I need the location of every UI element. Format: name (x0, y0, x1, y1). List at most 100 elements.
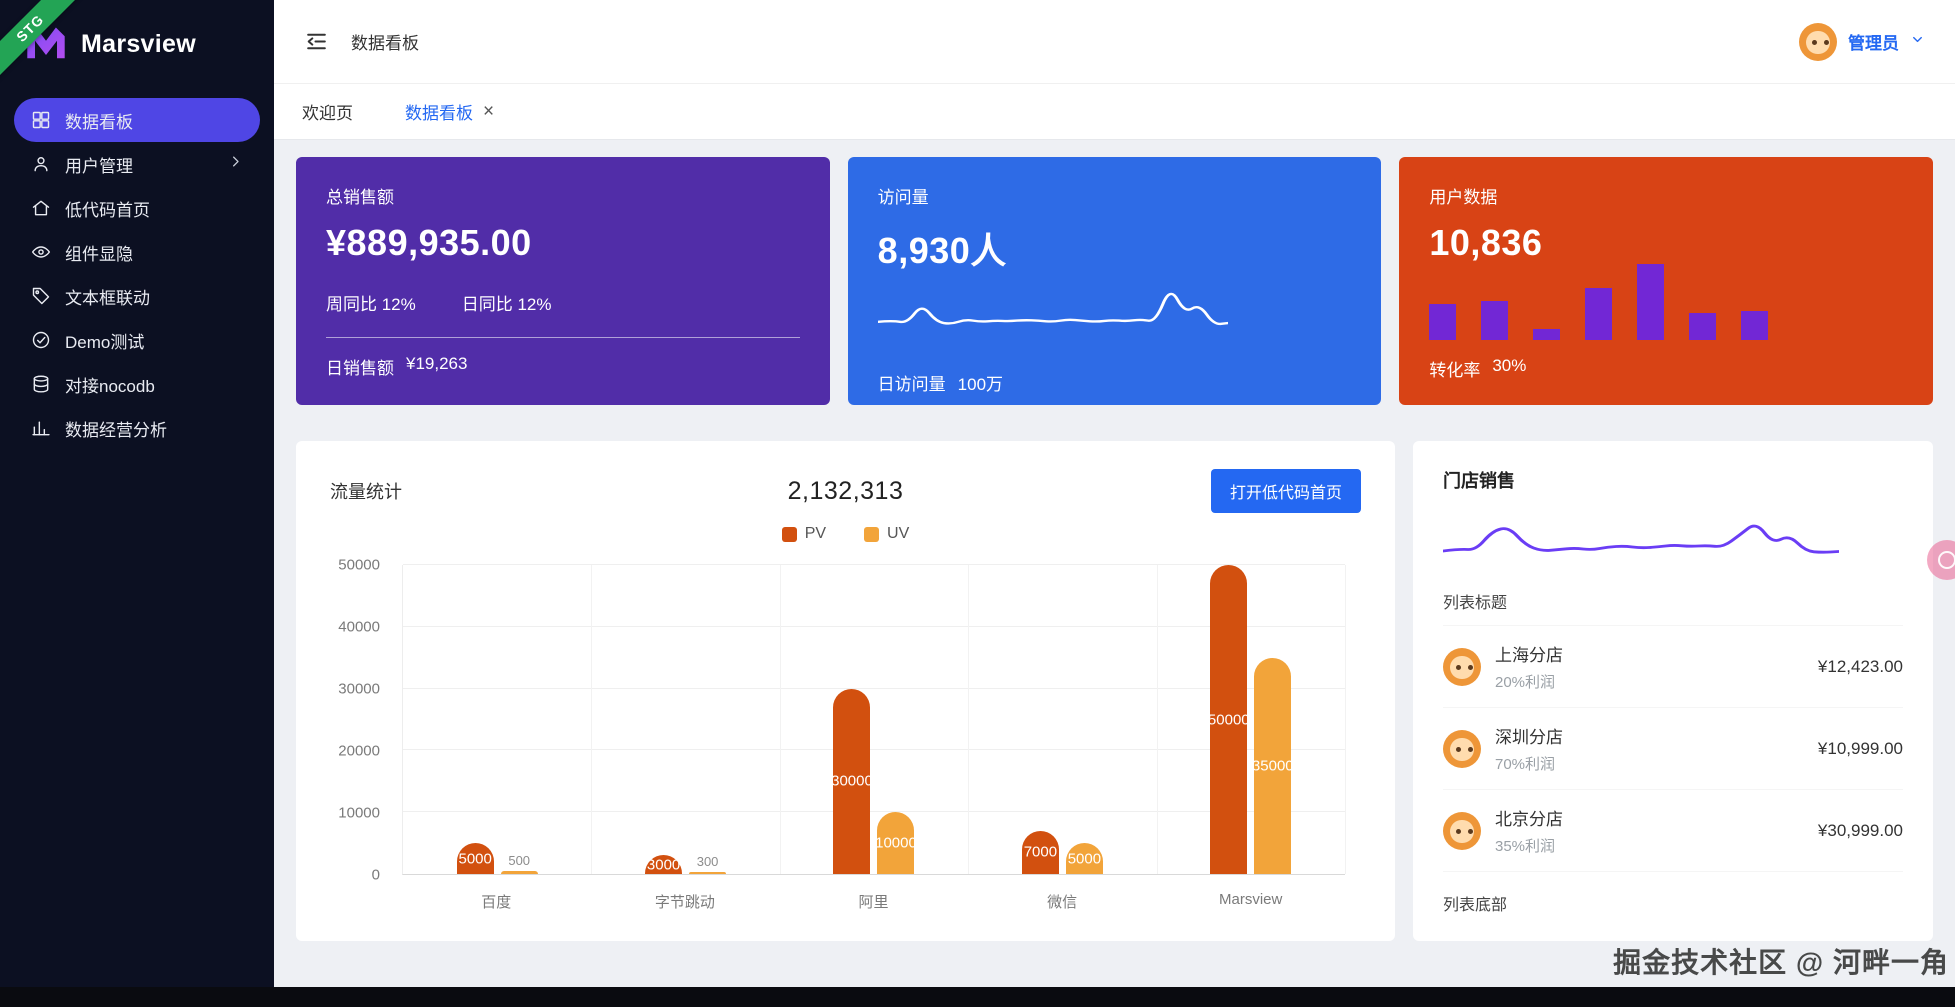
store-list-item-1: 上海分店 20%利润 ¥12,423.00 (1443, 625, 1903, 708)
menu-fold-icon[interactable] (304, 29, 329, 54)
stat-card-visits: 访问量 8,930人 日访问量 100万 (847, 157, 1382, 405)
stat-card-footer-label: 转化率 (1429, 361, 1481, 380)
mini-bar (1429, 303, 1457, 340)
floating-theme-button[interactable] (1927, 540, 1955, 580)
gridline-vertical (779, 565, 781, 874)
store-list-footer: 列表底部 (1443, 897, 1508, 914)
eye-icon (31, 242, 51, 262)
bar-group-4: 7000 5000 (968, 565, 1156, 874)
legend-item-uv[interactable]: UV (864, 525, 909, 543)
stat-card-metas: 周同比 12% 日同比 12% (326, 290, 552, 337)
bar-value-label: 300 (696, 854, 719, 870)
store-profit: 20%利润 (1495, 674, 1556, 691)
legend-swatch (864, 526, 880, 542)
bar-pv: 5000 (456, 843, 494, 874)
users-mini-bar-chart (1429, 264, 1789, 340)
bar-group-5: 50000 35000 (1157, 565, 1345, 874)
tab-label: 欢迎页 (302, 104, 353, 123)
bar-uv: 500 (500, 853, 538, 874)
sidebar-item-nocodb[interactable]: 对接nocodb (14, 362, 260, 406)
stat-card-middle: 周同比 12% 日同比 12% (326, 264, 800, 337)
store-item-text: 北京分店 35%利润 (1495, 805, 1563, 856)
sidebar-item-textbox-link[interactable]: 文本框联动 (14, 274, 260, 318)
store-avatar (1443, 811, 1481, 850)
stat-card-middle (877, 274, 1352, 354)
x-axis-label: 阿里 (858, 894, 889, 911)
y-tick-label: 30000 (338, 680, 380, 698)
y-tick-label: 40000 (338, 618, 380, 636)
tab-bar: 欢迎页 数据看板 × (274, 84, 1955, 140)
breadcrumb: 数据看板 (351, 34, 419, 53)
traffic-title: 流量统计 (330, 482, 402, 502)
stat-card-footer: 转化率 30% (1429, 340, 1903, 381)
tab-close-icon[interactable]: × (483, 101, 495, 122)
sidebar-menu: 数据看板用户管理低代码首页 组件显隐 文本框联动 Demo测试 对接nocodb 数据经营… (0, 88, 274, 460)
store-profit: 70%利润 (1495, 756, 1556, 773)
traffic-x-axis: 百度 字节跳动 阿里 微信 Marsview (402, 879, 1345, 911)
bar-pv: 7000 (1021, 830, 1059, 874)
open-lowcode-button[interactable]: 打开低代码首页 (1210, 469, 1361, 513)
sidebar-item-data-analysis[interactable]: 数据经营分析 (14, 406, 260, 450)
tab-welcome[interactable]: 欢迎页 (302, 99, 353, 124)
store-profit: 35%利润 (1495, 838, 1556, 855)
bar-pv: 50000 (1208, 565, 1250, 874)
y-tick-label: 0 (371, 866, 380, 884)
x-axis-label: 百度 (481, 894, 512, 911)
main-area: 数据看板 管理员 欢迎页 数据看板 × 总销售额 ¥889,935.00 周同比 12%… (274, 0, 1955, 1007)
traffic-plot-area: 5000 500 3000 300 30000 10000 7000 5000 50000 350… (402, 564, 1346, 875)
analytics-icon (31, 418, 51, 438)
gridline-vertical (1156, 565, 1158, 874)
sidebar-item-component-visibility[interactable]: 组件显隐 (14, 230, 260, 274)
store-item-text: 上海分店 20%利润 (1495, 641, 1563, 692)
user-menu[interactable]: 管理员 (1799, 22, 1925, 61)
y-tick-label: 10000 (338, 804, 380, 822)
sidebar: STG Marsview 数据看板 用户管理 低代码首页 组件显隐 文本框联动 Demo测… (0, 0, 274, 1007)
bar-value-label: 3000 (646, 856, 681, 874)
mini-bar (1481, 301, 1509, 340)
gridline-vertical (968, 565, 970, 874)
store-name: 深圳分店 (1495, 728, 1563, 747)
tab-label: 数据看板 (405, 104, 473, 123)
store-amount: ¥10,999.00 (1817, 738, 1903, 758)
sidebar-item-label: 用户管理 (65, 156, 133, 176)
stat-card-footer-value: ¥19,263 (406, 354, 468, 373)
store-card: 门店销售 列表标题 上海分店 20%利润 ¥12,423.00 深圳分店 70%利润 ¥1… (1413, 441, 1933, 941)
store-avatar (1443, 729, 1481, 768)
gridline-horizontal (403, 687, 1345, 689)
tag-icon (31, 286, 51, 306)
bar-value-label: 500 (508, 852, 531, 868)
bar-group-2: 3000 300 (591, 565, 779, 874)
legend-label: PV (804, 525, 827, 542)
bar-group-1: 5000 500 (403, 565, 591, 874)
chevron-down-icon (1910, 32, 1925, 52)
stat-card-meta: 日同比 12% (461, 295, 552, 314)
store-name: 北京分店 (1495, 810, 1563, 829)
store-list-item-2: 深圳分店 70%利润 ¥10,999.00 (1443, 708, 1903, 790)
sidebar-item-demo-test[interactable]: Demo测试 (14, 318, 260, 362)
traffic-card-header: 流量统计 2,132,313 打开低代码首页 (330, 469, 1361, 513)
sidebar-item-user-management[interactable]: 用户管理 (14, 142, 260, 186)
y-tick-label: 20000 (338, 742, 380, 760)
users-icon (31, 154, 51, 174)
traffic-total: 2,132,313 (787, 476, 904, 505)
x-axis-label: Marsview (1219, 891, 1283, 908)
traffic-card: 流量统计 2,132,313 打开低代码首页 PV UV 0 10000 20000 3… (296, 441, 1395, 941)
bar-value-label: 5000 (1067, 850, 1102, 868)
store-amount: ¥30,999.00 (1817, 820, 1903, 840)
legend-swatch (781, 526, 797, 542)
sidebar-item-lowcode-home[interactable]: 低代码首页 (14, 186, 260, 230)
legend-item-pv[interactable]: PV (781, 525, 827, 543)
stat-card-value: 10,836 (1429, 222, 1543, 263)
avatar (1799, 22, 1837, 61)
stat-card-value: ¥889,935.00 (326, 222, 532, 263)
gridline-vertical (1345, 565, 1346, 874)
bottom-bar (0, 987, 1955, 1007)
stat-card-value: 8,930人 (877, 230, 1007, 271)
watermark: 掘金技术社区 @ 河畔一角 (1613, 947, 1949, 978)
sidebar-item-dashboard[interactable]: 数据看板 (14, 98, 260, 142)
x-axis-label: 字节跳动 (654, 894, 715, 911)
mini-bar (1585, 287, 1613, 340)
stat-card-title: 访问量 (877, 188, 929, 207)
tab-dashboard[interactable]: 数据看板 × (405, 99, 494, 124)
